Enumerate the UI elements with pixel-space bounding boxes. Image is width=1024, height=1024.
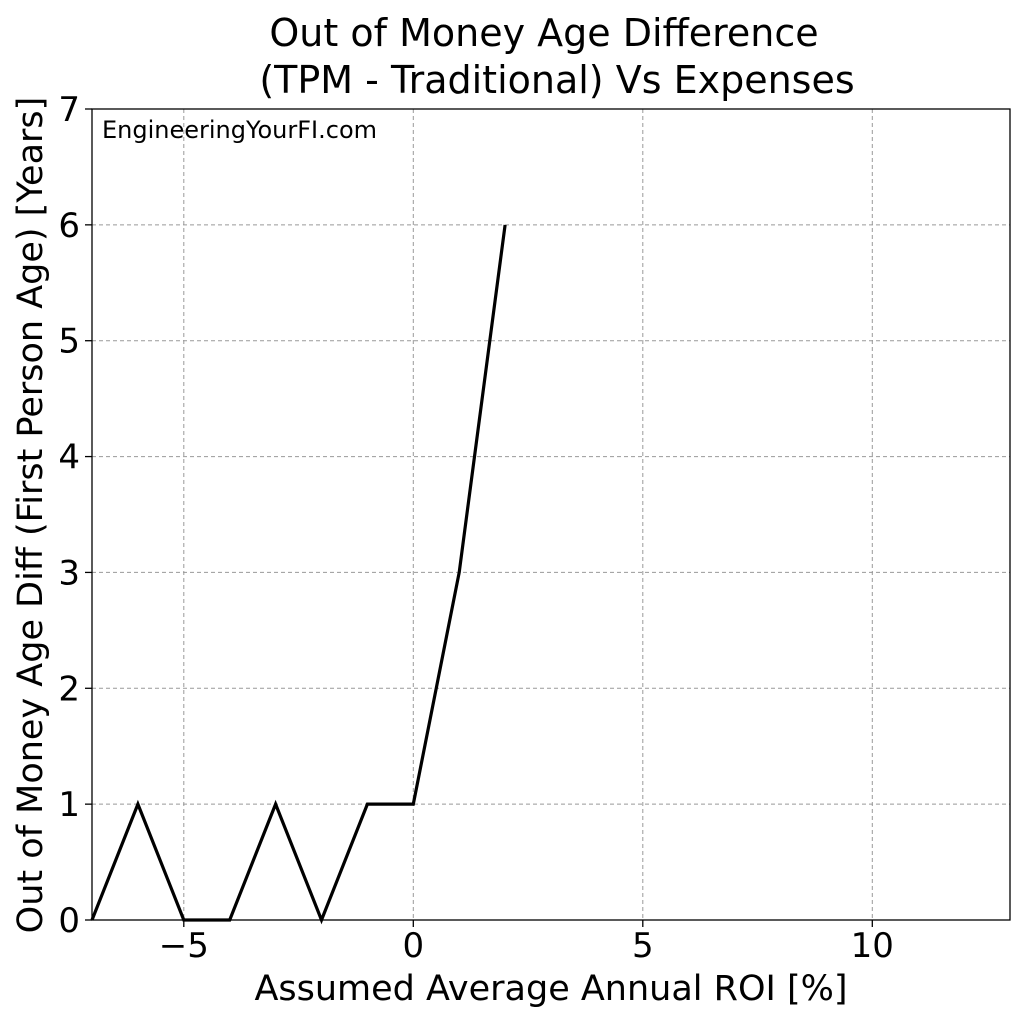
y-tick-label: 1 (58, 785, 80, 825)
y-tick-label: 4 (58, 438, 80, 478)
axis-ticks: −5 0 5 10 0 1 2 3 4 5 6 7 (58, 90, 894, 966)
y-tick-label: 5 (58, 322, 80, 362)
grid (92, 108, 1010, 921)
y-tick-label: 3 (58, 553, 80, 593)
y-tick-label: 0 (58, 901, 80, 941)
data-lines (90, 224, 507, 925)
x-tick-label: −5 (159, 926, 209, 966)
watermark-annotation: EngineeringYourFI.com (102, 116, 377, 144)
y-tick-label: 6 (58, 206, 80, 246)
chart-title-line2: (TPM - Traditional) Vs Expenses (259, 58, 854, 102)
plot-frame (91, 108, 1011, 921)
x-axis-label: Assumed Average Annual ROI [%] (254, 969, 847, 1009)
chart-title-line1: Out of Money Age Difference (269, 11, 818, 55)
x-tick-label: 5 (632, 926, 654, 966)
y-axis-label: Out of Money Age Diff (First Person Age)… (11, 97, 51, 934)
x-tick-label: 0 (402, 926, 424, 966)
y-tick-label: 7 (58, 90, 80, 130)
x-tick-label: 10 (851, 926, 894, 966)
series-line (90, 224, 507, 925)
y-tick-label: 2 (58, 669, 80, 709)
